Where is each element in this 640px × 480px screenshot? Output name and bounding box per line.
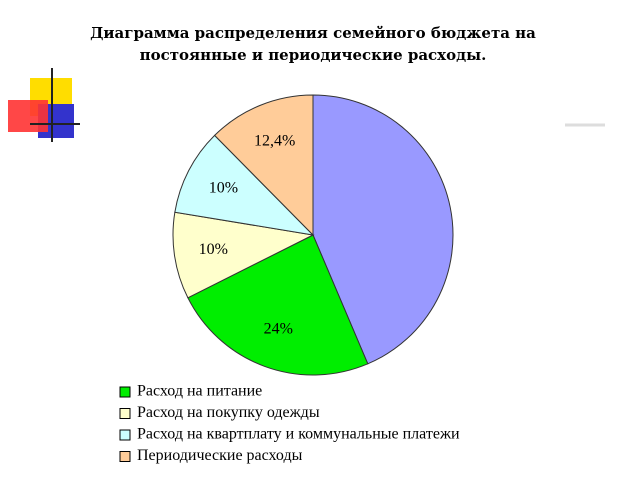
slice-label: 24% (264, 320, 293, 337)
legend-swatch (119, 408, 131, 419)
slice-label: 10% (209, 179, 238, 196)
legend-swatch (119, 451, 131, 462)
slice-label: 12,4% (254, 132, 295, 149)
legend-swatch (119, 429, 131, 441)
pie-slice (213, 94, 314, 237)
title-line: Диаграмма распределения семейного бюджет… (90, 24, 536, 42)
pie-slice (172, 211, 315, 299)
legend-label: Расход на квартплату и коммунальные плат… (137, 426, 460, 443)
pie-slice (174, 134, 315, 236)
legend-label: Расход на покупку одежды (137, 404, 320, 421)
legend-label: Периодические расходы (137, 447, 303, 464)
slice-label: 10% (199, 241, 228, 258)
legend-label: Расход на питание (137, 383, 262, 400)
title-line: постоянные и периодические расходы. (140, 46, 487, 64)
pie-slice (187, 234, 369, 376)
pie-slice (312, 94, 454, 365)
deco-square (8, 100, 48, 132)
legend-swatch (119, 386, 131, 398)
